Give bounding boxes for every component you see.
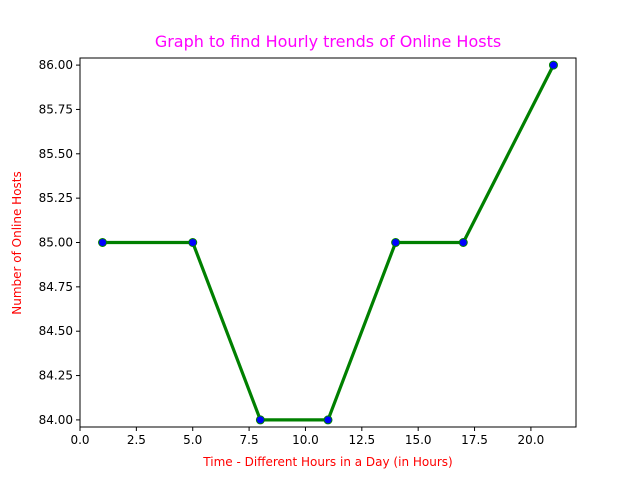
x-tick-label: 2.5 — [127, 433, 146, 447]
data-point — [548, 60, 558, 70]
y-tick-label: 86.00 — [39, 58, 73, 72]
data-point — [458, 238, 468, 247]
y-tick-label: 85.50 — [39, 147, 73, 161]
x-tick-label: 0.0 — [70, 433, 89, 447]
x-tick-label: 10.0 — [292, 433, 319, 447]
x-axis-label: Time - Different Hours in a Day (in Hour… — [203, 455, 453, 469]
y-tick-label: 85.00 — [39, 236, 73, 250]
data-point — [98, 238, 108, 247]
x-tick-label: 12.5 — [348, 433, 375, 447]
x-ticks: 0.0 2.5 5.0 7.5 10.0 12.5 15.0 17.5 20.0 — [70, 427, 544, 447]
y-tick-label: 84.25 — [39, 369, 73, 383]
y-ticks: 84.00 84.25 84.50 84.75 85.00 85.25 85.50 85.75… — [39, 58, 80, 427]
y-tick-label: 84.50 — [39, 324, 73, 338]
y-tick-label: 84.00 — [39, 413, 73, 427]
data-point — [323, 415, 333, 425]
data-point — [255, 415, 265, 425]
y-tick-label: 85.75 — [39, 102, 73, 116]
x-tick-label: 20.0 — [518, 433, 545, 447]
data-point — [188, 238, 198, 247]
chart-title: Graph to find Hourly trends of Online Ho… — [154, 32, 502, 51]
x-tick-label: 5.0 — [183, 433, 202, 447]
series-line — [100, 63, 556, 422]
series-group — [98, 60, 558, 425]
x-tick-label: 7.5 — [240, 433, 259, 447]
data-point — [391, 238, 401, 247]
y-tick-label: 84.75 — [39, 280, 73, 294]
x-tick-label: 17.5 — [461, 433, 488, 447]
y-tick-label: 85.25 — [39, 191, 73, 205]
x-tick-label: 15.0 — [405, 433, 432, 447]
